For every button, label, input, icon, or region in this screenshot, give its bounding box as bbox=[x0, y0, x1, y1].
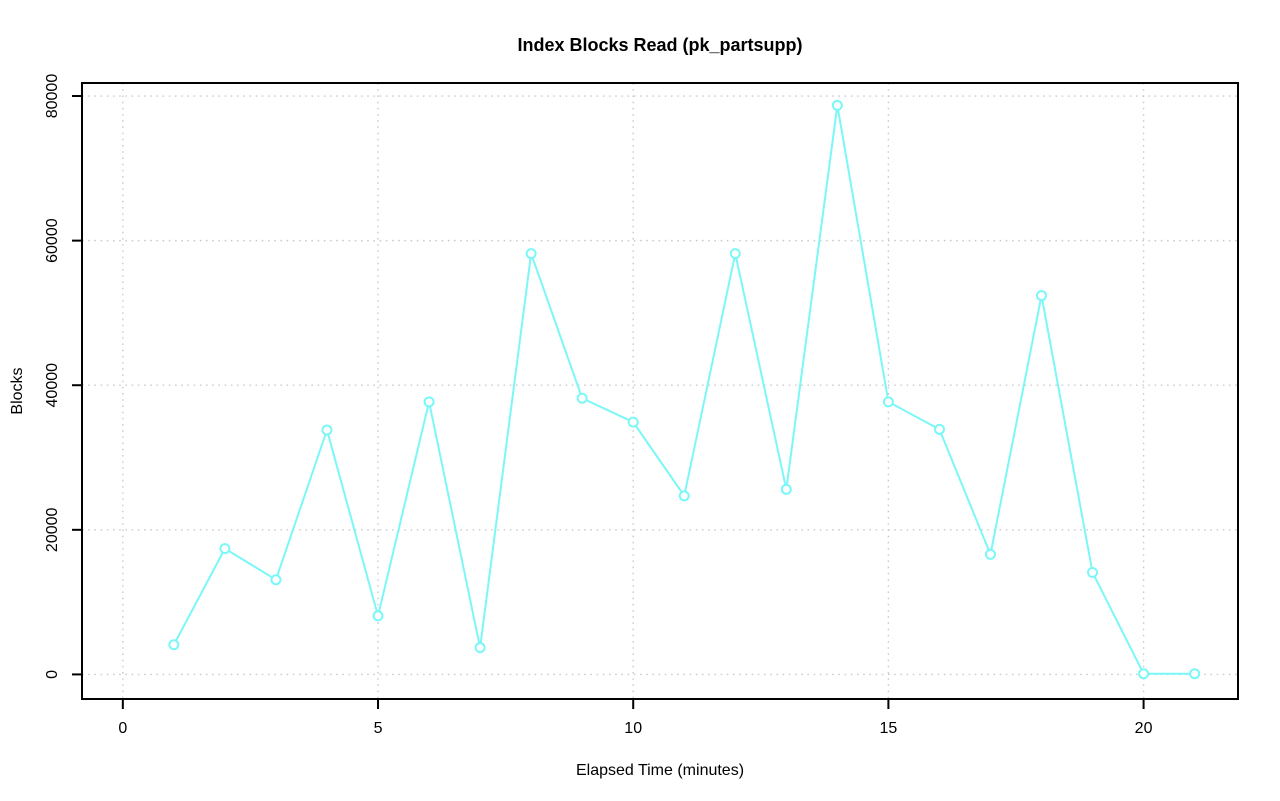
data-point bbox=[1036, 290, 1048, 302]
x-axis-title: Elapsed Time (minutes) bbox=[576, 762, 744, 779]
data-point bbox=[933, 423, 945, 435]
x-tick-label: 0 bbox=[118, 720, 127, 737]
axis-layer: 0 5 10 15 20 0 20000 40000 60000 80000 bbox=[44, 74, 1239, 737]
y-tick-label: 60000 bbox=[44, 218, 61, 263]
x-tick-label: 20 bbox=[1135, 720, 1153, 737]
data-point bbox=[627, 416, 639, 428]
data-point bbox=[678, 490, 690, 502]
chart-title: Index Blocks Read (pk_partsupp) bbox=[517, 35, 802, 55]
plot-frame bbox=[81, 82, 1239, 700]
grid-layer bbox=[82, 83, 1238, 699]
data-point bbox=[984, 548, 996, 560]
y-axis-title: Blocks bbox=[9, 367, 26, 414]
data-point bbox=[1189, 668, 1201, 680]
data-point bbox=[1138, 668, 1150, 680]
y-tick-label: 20000 bbox=[44, 507, 61, 552]
data-point bbox=[168, 639, 180, 651]
y-tick-label: 40000 bbox=[44, 363, 61, 408]
data-point bbox=[780, 483, 792, 495]
data-point bbox=[270, 574, 282, 586]
data-point bbox=[372, 610, 384, 622]
y-tick-label: 80000 bbox=[44, 74, 61, 119]
data-point bbox=[882, 396, 894, 408]
data-point bbox=[1087, 566, 1099, 578]
data-point bbox=[474, 642, 486, 654]
data-point bbox=[525, 248, 537, 260]
data-point bbox=[729, 248, 741, 260]
data-point bbox=[321, 424, 333, 436]
data-point bbox=[219, 543, 231, 555]
data-point bbox=[423, 396, 435, 408]
series-layer bbox=[168, 99, 1201, 680]
x-tick-label: 10 bbox=[624, 720, 642, 737]
data-point bbox=[831, 99, 843, 111]
x-tick-label: 15 bbox=[879, 720, 897, 737]
x-tick-label: 5 bbox=[374, 720, 383, 737]
data-point bbox=[576, 392, 588, 404]
y-tick-label: 0 bbox=[44, 670, 61, 679]
